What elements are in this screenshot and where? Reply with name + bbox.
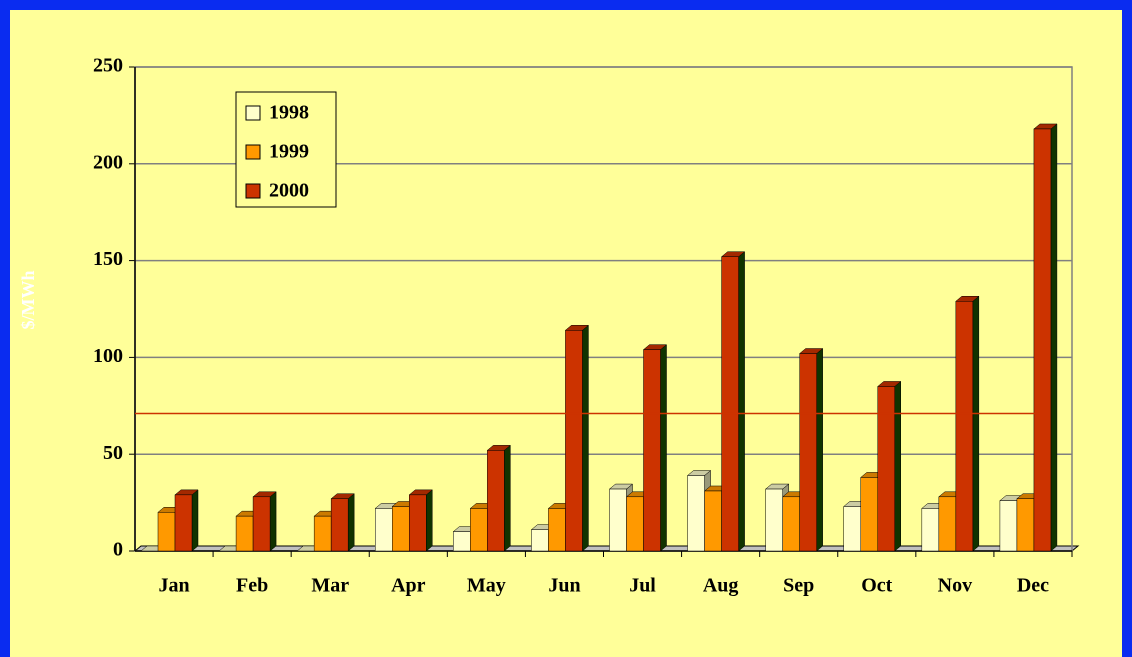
bar [330,498,349,552]
bar [1033,128,1052,552]
x-tick-label: Dec [1017,575,1049,597]
legend-label: 2000 [269,180,309,202]
y-tick-label: 250 [93,55,123,77]
bar-group [252,491,277,552]
bar [392,506,410,552]
bar [548,508,566,552]
bar-side [426,489,433,552]
bar [643,349,661,552]
bar [782,496,800,552]
bar-side [816,347,823,552]
bar [157,512,176,552]
x-tick-label: Apr [391,575,426,597]
x-tick-label: Nov [938,575,972,597]
bar [721,256,739,552]
bar [704,490,722,552]
bar [313,515,332,552]
bar [687,475,705,552]
bar-group [798,347,824,552]
bar [938,496,957,552]
bar-side [738,251,745,552]
bar-side [582,324,589,552]
bar-group [642,344,668,552]
legend-label: 1998 [269,102,309,124]
x-tick-label: Oct [861,575,892,597]
bar [174,494,193,552]
bar-group [877,380,902,552]
bar-group [720,251,746,552]
legend-swatch [245,144,261,160]
x-tick-label: Jun [548,575,580,597]
legend-swatch [245,105,261,121]
bar [765,488,783,552]
bar-group [955,295,980,552]
y-tick-label: 100 [93,345,123,367]
bar [565,330,583,552]
y-axis-label: $/MWh [18,270,38,329]
bar-side [972,295,980,552]
bar [409,494,427,552]
bar-side [660,344,667,552]
bar [843,506,861,552]
legend-swatch [245,183,261,199]
y-tick-label: 0 [113,539,123,561]
bar-side [1050,123,1058,552]
bar [877,386,895,552]
bar-group [1033,123,1058,552]
bar-side [894,380,901,552]
bar [487,450,505,552]
x-tick-label: Mar [311,575,349,597]
bar-group [174,489,199,552]
bar [375,508,393,552]
bar [531,529,549,552]
bar [453,531,471,552]
x-tick-label: Feb [236,575,268,597]
bar [470,508,488,552]
bar [999,500,1018,552]
x-tick-label: Jul [629,575,656,597]
x-tick-label: May [467,575,506,597]
y-tick-label: 200 [93,151,123,173]
bar [252,496,271,552]
bar-side [191,489,199,552]
bar-group [564,324,590,552]
bar [799,353,817,552]
bar [921,508,940,552]
bar [235,515,254,552]
bar-side [504,444,511,552]
bar [955,301,974,552]
bar-side [347,493,355,552]
bar-group [330,493,355,552]
y-tick-label: 150 [93,248,123,270]
bar-group [486,444,512,552]
legend-label: 1999 [269,141,309,163]
bar [860,477,878,552]
bar [609,488,627,552]
bar [626,496,644,552]
x-tick-label: Jan [158,575,189,597]
bar [1016,498,1035,552]
x-tick-label: Sep [783,575,814,597]
bar-group [408,489,433,552]
x-tick-label: Aug [703,575,739,597]
bar-side [269,491,277,552]
y-tick-label: 50 [103,442,123,464]
